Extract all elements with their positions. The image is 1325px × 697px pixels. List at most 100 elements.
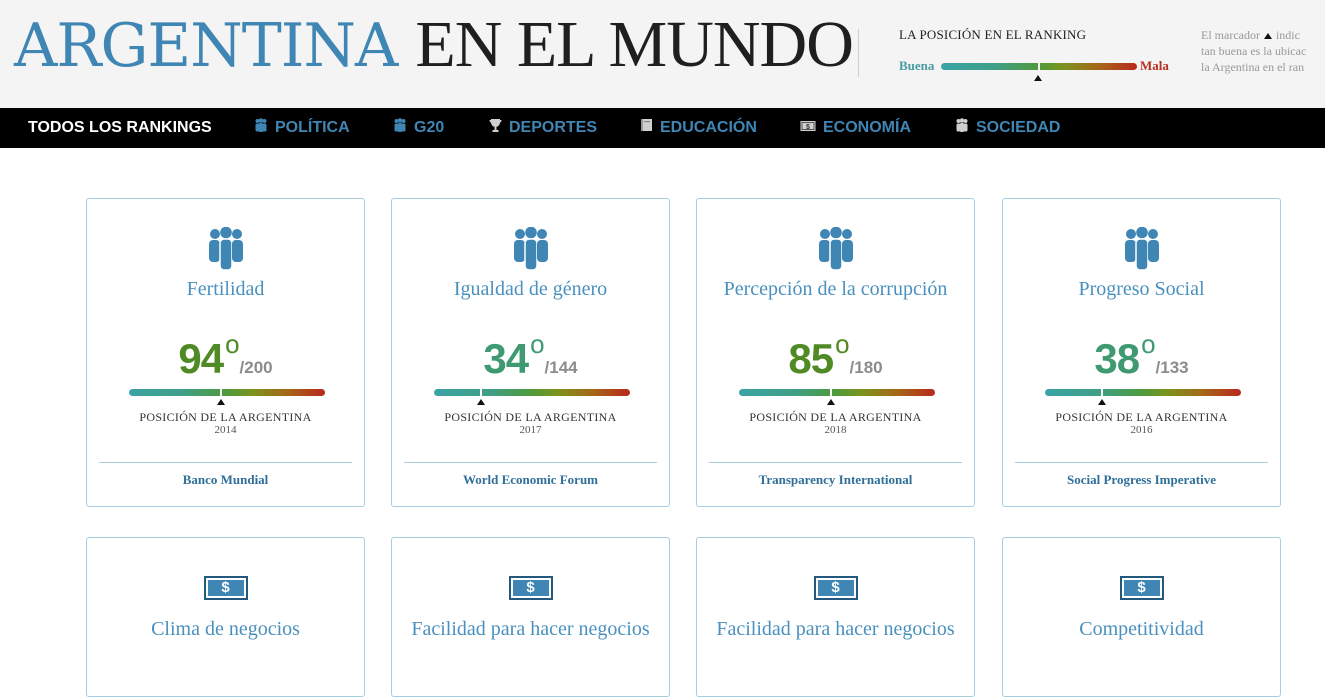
card-divider <box>404 462 657 463</box>
rank-degree: o <box>1141 329 1156 359</box>
money-icon: $ <box>813 576 858 600</box>
nav-item-label: ECONOMÍA <box>823 119 911 137</box>
rank-total: /180 <box>849 358 883 377</box>
nav-item-educacion[interactable]: EDUCACIÓN <box>640 108 757 148</box>
logo-light: EN EL MUNDO <box>415 8 853 81</box>
nav-item-label: G20 <box>414 119 445 137</box>
rank-value: 85o/180 <box>697 329 974 383</box>
card-divider <box>709 462 962 463</box>
rank-value: 94o/200 <box>87 329 364 383</box>
card-divider <box>99 462 352 463</box>
legend-note-line1b: indic <box>1275 28 1300 42</box>
rank-value: 38o/133 <box>1003 329 1280 383</box>
nav-item-label: DEPORTES <box>509 119 598 137</box>
nav-item-label: SOCIEDAD <box>976 119 1061 137</box>
legend-note-line1a: El marcador <box>1201 28 1260 42</box>
position-scale <box>739 387 935 405</box>
category-nav: TODOS LOS RANKINGS POLÍTICA G20 DEPORTES… <box>0 108 1325 148</box>
marker-triangle-icon <box>1263 32 1272 39</box>
ranking-title: Percepción de la corrupción <box>723 278 948 300</box>
position-tick <box>1101 387 1103 398</box>
ranking-title: Clima de negocios <box>151 618 300 640</box>
svg-text:$: $ <box>806 124 810 131</box>
people-icon <box>512 226 550 276</box>
rank-number: 38 <box>1094 335 1140 382</box>
source-link[interactable]: Social Progress Imperative <box>1067 472 1216 487</box>
position-marker-icon <box>827 399 835 405</box>
rank-value: 34o/144 <box>392 329 669 383</box>
rank-total: /133 <box>1155 358 1189 377</box>
nav-item-label: POLÍTICA <box>275 119 350 137</box>
people-icon <box>817 226 855 276</box>
position-marker-icon <box>217 399 225 405</box>
ranking-card[interactable]: $ Competitividad <box>1002 537 1281 697</box>
site-header: ARGENTINA EN EL MUNDO LA POSICIÓN EN EL … <box>0 0 1325 108</box>
ranking-card[interactable]: Percepción de la corrupción 85o/180 POSI… <box>696 198 975 507</box>
people-icon <box>955 108 969 148</box>
nav-item-economia[interactable]: $ ECONOMÍA <box>800 108 911 148</box>
position-label: POSICIÓN DE LA ARGENTINA <box>1055 410 1228 424</box>
position-scale <box>129 387 325 405</box>
legend-note: El marcador indic tan buena es la ubicac … <box>1201 27 1325 75</box>
rank-total: /200 <box>239 358 273 377</box>
rank-total: /144 <box>544 358 578 377</box>
source-link[interactable]: Banco Mundial <box>182 472 269 487</box>
nav-item-sociedad[interactable]: SOCIEDAD <box>955 108 1060 148</box>
ranking-title: Competitividad <box>1079 618 1204 640</box>
people-icon <box>207 226 245 276</box>
ranking-card[interactable]: $ Facilidad para hacer negocios <box>696 537 975 697</box>
position-label: POSICIÓN DE LA ARGENTINA <box>444 410 617 424</box>
money-icon: $ <box>1119 576 1164 600</box>
book-icon <box>640 108 653 148</box>
position-year: 2018 <box>824 424 847 436</box>
people-icon <box>393 108 407 148</box>
ranking-card[interactable]: $ Clima de negocios <box>86 537 365 697</box>
position-tick <box>480 387 482 398</box>
position-year: 2014 <box>214 424 237 436</box>
position-label: POSICIÓN DE LA ARGENTINA <box>139 410 312 424</box>
rank-degree: o <box>530 329 545 359</box>
people-icon <box>1123 226 1161 276</box>
money-icon: $ <box>508 576 553 600</box>
source-link[interactable]: World Economic Forum <box>462 472 599 487</box>
ranking-title: Progreso Social <box>1078 278 1205 300</box>
ranking-card[interactable]: Igualdad de género 34o/144 POSICIÓN DE L… <box>391 198 670 507</box>
ranking-title: Igualdad de género <box>453 278 608 300</box>
people-icon <box>254 108 268 148</box>
position-marker-icon <box>477 399 485 405</box>
position-marker-icon <box>1098 399 1106 405</box>
position-scale <box>434 387 630 405</box>
trophy-icon <box>489 108 502 148</box>
nav-item-label: TODOS LOS RANKINGS <box>28 119 212 136</box>
ranking-card[interactable]: Fertilidad 94o/200 POSICIÓN DE LA ARGENT… <box>86 198 365 507</box>
ranking-card[interactable]: $ Facilidad para hacer negocios <box>391 537 670 697</box>
legend-note-line2: tan buena es la ubicac <box>1201 44 1307 58</box>
header-divider <box>858 29 859 77</box>
position-scale <box>1045 387 1241 405</box>
legend-marker-icon <box>1034 75 1042 81</box>
ranking-card[interactable]: Progreso Social 38o/133 POSICIÓN DE LA A… <box>1002 198 1281 507</box>
ranking-title: Facilidad para hacer negocios <box>411 618 650 640</box>
rank-number: 85 <box>788 335 834 382</box>
nav-item-politica[interactable]: POLÍTICA <box>254 108 350 148</box>
card-divider <box>1015 462 1268 463</box>
nav-item-todos[interactable]: TODOS LOS RANKINGS <box>28 108 212 148</box>
source-link[interactable]: Transparency International <box>758 472 913 487</box>
legend-scale-tick <box>1038 61 1040 72</box>
nav-item-g20[interactable]: G20 <box>393 108 444 148</box>
rank-degree: o <box>835 329 850 359</box>
legend-good-label: Buena <box>899 58 935 73</box>
site-logo[interactable]: ARGENTINA EN EL MUNDO <box>14 8 854 83</box>
nav-item-label: EDUCACIÓN <box>660 119 757 137</box>
rank-degree: o <box>225 329 240 359</box>
position-label: POSICIÓN DE LA ARGENTINA <box>749 410 922 424</box>
position-year: 2016 <box>1130 424 1153 436</box>
ranking-title: Facilidad para hacer negocios <box>716 618 955 640</box>
legend-note-line3: la Argentina en el ran <box>1201 60 1305 74</box>
nav-item-deportes[interactable]: DEPORTES <box>489 108 597 148</box>
ranking-title: Fertilidad <box>186 278 265 300</box>
money-icon: $ <box>203 576 248 600</box>
logo-strong: ARGENTINA <box>14 11 398 81</box>
legend-title: LA POSICIÓN EN EL RANKING <box>899 27 1087 42</box>
legend-bad-label: Mala <box>1140 58 1169 73</box>
